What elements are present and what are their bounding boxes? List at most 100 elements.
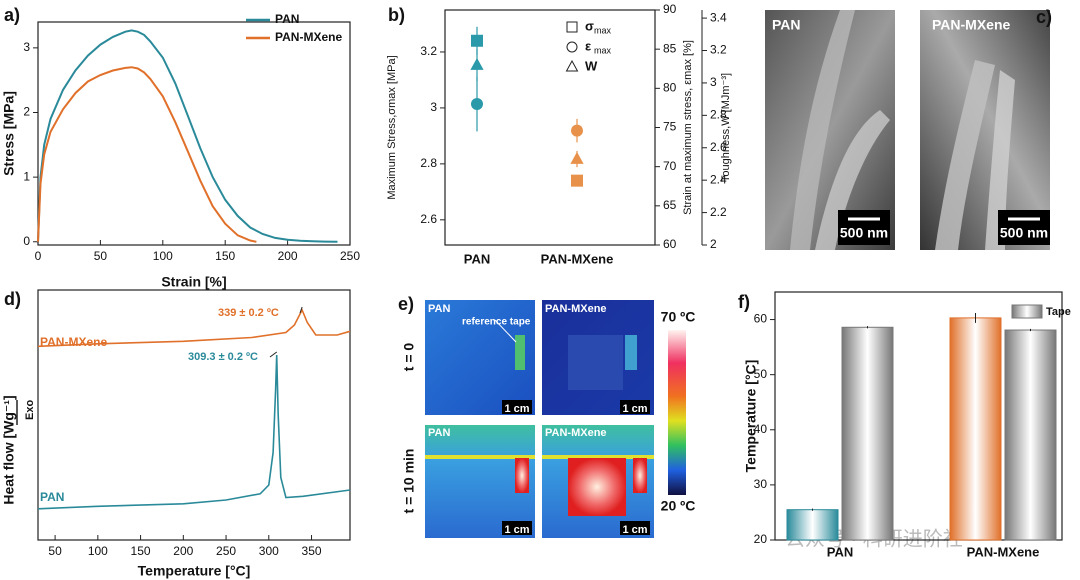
- y-tick-label: 2.2: [710, 205, 727, 219]
- y-tick-label: 2: [23, 105, 30, 119]
- row-label: t = 10 min: [401, 449, 417, 514]
- y-tick-label: 75: [663, 120, 677, 134]
- axis-title: Maximum Stress,σmax [MPa]: [386, 55, 398, 199]
- scale-text: 1 cm: [622, 524, 647, 536]
- y-tick-label: 3: [430, 100, 437, 114]
- x-tick-label: 100: [153, 249, 173, 263]
- sem-panel: PAN PAN-MXene 500 nm 500 nm c): [765, 7, 1052, 250]
- axis-title: Temperature [°C]: [743, 360, 759, 473]
- exo-label: Exo: [24, 400, 36, 420]
- y-tick-label: 2.6: [420, 212, 437, 226]
- edge: [542, 455, 654, 459]
- image-label: PAN-MXene: [545, 427, 607, 439]
- image-label: PAN-MXene: [932, 17, 1011, 33]
- y-tick-label: 3.4: [710, 10, 727, 24]
- axis-title: Stress [MPa]: [1, 91, 17, 176]
- y-tick-label: 3: [23, 40, 30, 54]
- note: reference tape: [462, 317, 531, 328]
- x-tick-label: 0: [35, 249, 42, 263]
- x-tick-label: 300: [259, 544, 279, 558]
- y-tick-label: 3: [710, 75, 717, 89]
- image-label: PAN: [428, 303, 450, 315]
- x-tick-label: 50: [48, 544, 62, 558]
- colorbar-min: 20 ºC: [661, 498, 696, 514]
- x-axis-title: Strain [%]: [161, 274, 226, 290]
- panel-label: f): [738, 292, 750, 312]
- series-label: PAN: [40, 490, 64, 504]
- edge: [425, 455, 535, 459]
- bar: [1004, 329, 1057, 541]
- legend-marker: [565, 59, 579, 72]
- marker: [471, 98, 483, 110]
- marker: [570, 151, 584, 164]
- panel-label: a): [4, 5, 20, 25]
- marker: [571, 174, 583, 187]
- legend-label: ε: [585, 38, 591, 53]
- annotation-arrow: [299, 306, 303, 314]
- y-tick-label: 40: [754, 422, 768, 436]
- line: [37, 66, 257, 243]
- y-tick-label: 2.8: [420, 156, 437, 170]
- legend-label: W: [585, 58, 598, 73]
- tape: [625, 335, 637, 370]
- line: [37, 308, 351, 348]
- y-tick-label: 3.2: [710, 43, 727, 57]
- y-tick-label: 90: [663, 2, 677, 16]
- y-tick-label: 60: [663, 237, 677, 251]
- plot-frame: [774, 291, 1063, 541]
- row-label: t = 0: [401, 343, 417, 372]
- annotation: 309.3 ± 0.2 ºC: [188, 351, 258, 363]
- image-label: PAN-MXene: [545, 303, 607, 315]
- y-tick-label: 2.4: [710, 172, 727, 186]
- tape: [633, 458, 647, 493]
- x-tick-label: PAN: [464, 251, 490, 266]
- bar: [841, 326, 894, 541]
- colorbar-max: 70 ºC: [661, 309, 696, 325]
- legend-label: PAN-MXene: [275, 30, 342, 44]
- x-tick-label: 200: [173, 544, 193, 558]
- legend-swatch: [1011, 304, 1043, 319]
- y-tick-label: 30: [754, 477, 768, 491]
- y-tick-label: 3.2: [420, 44, 437, 58]
- legend-label: σ: [585, 18, 594, 33]
- colorbar: [668, 330, 686, 495]
- image-label: PAN: [428, 427, 450, 439]
- y-tick-label: 20: [754, 532, 768, 546]
- y-tick-label: 2: [710, 237, 717, 251]
- x-tick-label: PAN: [827, 544, 853, 559]
- fiber: [935, 60, 995, 250]
- fiber: [985, 70, 1015, 250]
- legend-sub: max: [594, 25, 612, 35]
- x-axis-title: Temperature [°C]: [138, 563, 251, 579]
- legend-marker: [566, 41, 578, 53]
- scale-text: 1 cm: [504, 524, 529, 536]
- x-tick-label: 200: [278, 249, 298, 263]
- panel-label: e): [398, 294, 414, 314]
- legend-marker: [566, 21, 578, 33]
- y-tick-label: 85: [663, 41, 677, 55]
- plot-frame: [37, 21, 351, 246]
- x-tick-label: 100: [88, 544, 108, 558]
- scale-text: 500 nm: [840, 225, 888, 241]
- x-tick-label: 250: [340, 249, 360, 263]
- y-tick-label: 60: [754, 312, 768, 326]
- x-tick-label: PAN-MXene: [541, 251, 614, 266]
- x-tick-label: 250: [216, 544, 236, 558]
- marker: [471, 34, 483, 47]
- y-tick-label: 70: [663, 159, 677, 173]
- x-tick-label: 350: [302, 544, 322, 558]
- legend-sub: max: [594, 45, 612, 55]
- y-tick-label: 65: [663, 198, 677, 212]
- panel-label: b): [388, 5, 405, 25]
- legend-label: Tape: [1046, 306, 1071, 318]
- sample: [568, 335, 623, 390]
- scale-text: 500 nm: [1000, 225, 1048, 241]
- y-tick-label: 1: [23, 169, 30, 183]
- sample: [568, 458, 626, 516]
- series-label: PAN-MXene: [40, 335, 107, 349]
- axis-title: Heat flow [Wg⁻¹]: [1, 395, 17, 504]
- panel-label: c): [1036, 7, 1052, 27]
- legend-label: PAN: [275, 12, 299, 26]
- bar: [786, 509, 839, 541]
- x-tick-label: 150: [215, 249, 235, 263]
